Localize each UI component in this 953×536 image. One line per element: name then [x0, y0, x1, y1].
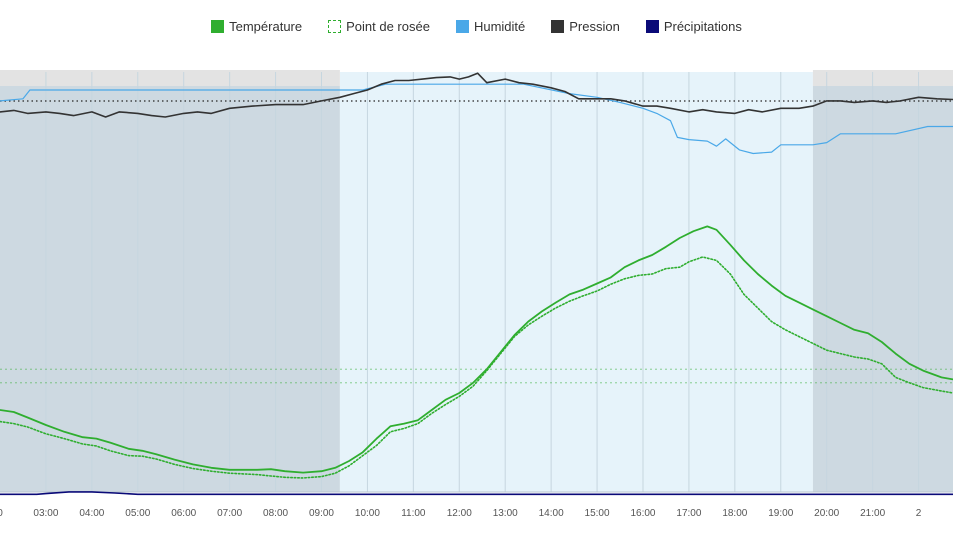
legend-label: Précipitations	[663, 18, 742, 34]
x-tick-label: 07:00	[217, 508, 242, 519]
x-tick-label: 2	[916, 508, 922, 519]
x-tick-label: 15:00	[585, 508, 610, 519]
x-tick-label: 03:00	[33, 508, 58, 519]
x-tick-label: 17:00	[676, 508, 701, 519]
x-tick-label: 16:00	[630, 508, 655, 519]
x-tick-label: 0	[0, 508, 3, 519]
legend-label: Point de rosée	[346, 18, 430, 34]
x-tick-label: 09:00	[309, 508, 334, 519]
x-tick-label: 06:00	[171, 508, 196, 519]
x-tick-label: 13:00	[493, 508, 518, 519]
legend-item-pressure[interactable]: Pression	[551, 19, 620, 34]
x-tick-label: 18:00	[722, 508, 747, 519]
x-tick-label: 20:00	[814, 508, 839, 519]
x-tick-label: 10:00	[355, 508, 380, 519]
x-tick-label: 04:00	[79, 508, 104, 519]
legend-label: Température	[229, 18, 303, 34]
night-band	[0, 86, 340, 492]
night-band	[812, 86, 953, 492]
x-tick-label: 19:00	[768, 508, 793, 519]
day-band	[339, 72, 813, 492]
legend-label: Pression	[569, 18, 620, 34]
precip-series-line	[0, 491, 953, 496]
humidity-swatch-icon	[455, 19, 469, 33]
x-tick-label: 05:00	[125, 508, 150, 519]
dewpoint-swatch-icon	[328, 19, 342, 33]
legend-label: Humidité	[473, 18, 526, 34]
x-tick-label: 12:00	[447, 508, 472, 519]
x-tick-label: 21:00	[860, 508, 885, 519]
x-tick-label: 14:00	[539, 508, 564, 519]
night-band-top	[812, 70, 953, 86]
legend-item-temperature[interactable]: Température	[211, 19, 302, 34]
temperature-series-line	[0, 225, 953, 474]
x-tick-label: 11:00	[401, 508, 426, 519]
legend-item-dewpoint[interactable]: Point de rosée	[328, 19, 430, 34]
x-tick-label: 08:00	[263, 508, 288, 519]
night-band-top	[0, 70, 340, 86]
legend: Température Point de rosée Humidité Pres…	[0, 15, 953, 37]
temperature-swatch-icon	[211, 19, 225, 33]
pressure-series-line	[0, 72, 953, 118]
precipitation-swatch-icon	[645, 19, 659, 33]
legend-item-precipitations[interactable]: Précipitations	[645, 18, 742, 34]
legend-item-humidity[interactable]: Humidité	[455, 18, 526, 34]
pressure-swatch-icon	[551, 19, 565, 33]
